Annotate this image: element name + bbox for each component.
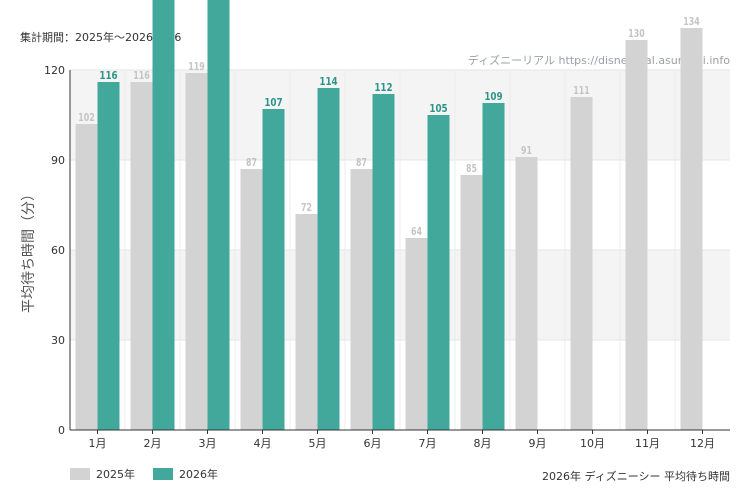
legend-label-2025: 2025年	[96, 468, 135, 481]
bar-label-2025: 87	[356, 157, 367, 169]
y-tick-label: 0	[58, 424, 65, 437]
bar-label-2025: 119	[188, 61, 205, 73]
legend-item-2025[interactable]: 2025年	[70, 466, 135, 482]
bar-2026[interactable]	[97, 82, 120, 430]
bar-label-2025: 102	[78, 112, 95, 124]
bar-label-2026: 112	[374, 82, 392, 94]
bar-2025[interactable]	[515, 157, 538, 430]
y-tick-label: 30	[51, 334, 65, 347]
x-tick-label: 2月	[144, 437, 162, 450]
x-tick-label: 10月	[580, 437, 605, 450]
bar-label-2025: 130	[628, 28, 645, 40]
y-tick-label: 90	[51, 154, 65, 167]
bar-label-2025: 87	[246, 157, 257, 169]
watermark-text: ディズニーリアル https://disneyreal.asumirai.inf…	[467, 54, 730, 67]
bar-label-2025: 111	[573, 85, 590, 97]
legend-label-2026: 2026年	[179, 468, 218, 481]
bar-2026[interactable]	[372, 94, 395, 430]
period-label: 集計期間：2025年～2026/8/26	[20, 31, 182, 44]
bar-2025[interactable]	[405, 238, 428, 430]
bar-2025[interactable]	[240, 169, 263, 430]
bar-label-2026: 107	[264, 97, 282, 109]
bar-2025[interactable]	[460, 175, 483, 430]
bar-label-2025: 64	[411, 226, 422, 238]
x-tick-label: 9月	[529, 437, 547, 450]
x-tick-label: 1月	[89, 437, 107, 450]
x-tick-label: 11月	[635, 437, 660, 450]
bar-2026[interactable]	[482, 103, 505, 430]
bar-label-2026: 109	[484, 91, 502, 103]
bar-2026[interactable]	[317, 88, 340, 430]
bar-label-2026: 105	[429, 103, 447, 115]
chart-legend: 2025年 2026年	[70, 466, 218, 482]
x-tick-label: 3月	[199, 437, 217, 450]
bar-label-2026: 116	[99, 70, 117, 82]
bar-label-2025: 72	[301, 202, 312, 214]
x-tick-label: 12月	[690, 437, 715, 450]
bar-2026[interactable]	[262, 109, 285, 430]
y-tick-label: 60	[51, 244, 65, 257]
bar-chart: 102 116 116 119 87 107 72 114 87 112 64 105 85 109 91 1…	[21, 0, 730, 450]
bar-2026-offscale[interactable]	[152, 0, 175, 430]
bar-label-2026: 114	[319, 76, 337, 88]
bar-2026-offscale[interactable]	[207, 0, 230, 430]
bar-2025[interactable]	[185, 73, 208, 430]
bar-2025[interactable]	[350, 169, 373, 430]
y-axis-label: 平均待ち時間（分）	[21, 187, 37, 313]
legend-item-2026[interactable]: 2026年	[153, 466, 218, 482]
bar-2025[interactable]	[570, 97, 593, 430]
y-tick-label: 120	[44, 64, 65, 77]
bar-2025[interactable]	[295, 214, 318, 430]
bar-label-2025: 116	[133, 70, 150, 82]
bar-2025[interactable]	[680, 28, 703, 430]
bar-2025[interactable]	[130, 82, 153, 430]
bar-label-2025: 85	[466, 163, 477, 175]
bar-2025[interactable]	[625, 40, 648, 430]
legend-swatch-2026	[153, 468, 173, 480]
bar-2026[interactable]	[427, 115, 450, 430]
x-tick-label: 8月	[474, 437, 492, 450]
x-tick-label: 5月	[309, 437, 327, 450]
bar-label-2025: 91	[521, 145, 532, 157]
x-tick-label: 7月	[419, 437, 437, 450]
chart-caption: 2026年 ディズニーシー 平均待ち時間	[542, 470, 730, 483]
bar-label-2025: 134	[683, 16, 700, 28]
bar-2025[interactable]	[75, 124, 98, 430]
x-tick-label: 6月	[364, 437, 382, 450]
x-tick-label: 4月	[254, 437, 272, 450]
legend-swatch-2025	[70, 468, 90, 480]
